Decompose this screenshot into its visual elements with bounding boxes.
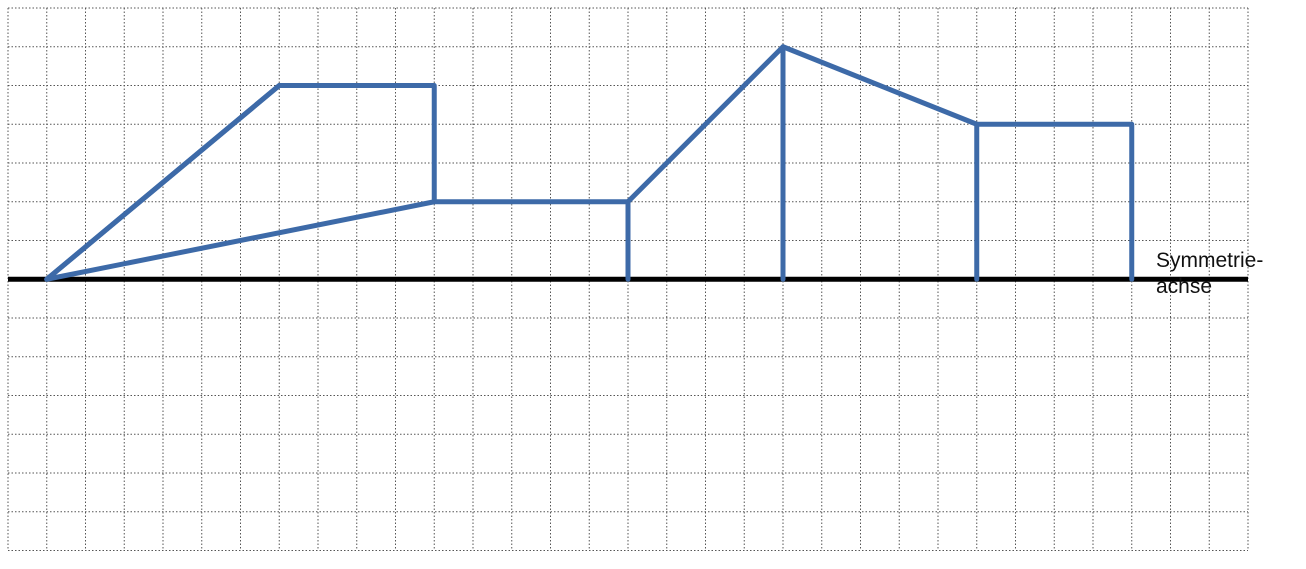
axis-label-line-1: Symmetrie-	[1156, 249, 1264, 272]
outline-segment	[974, 121, 1135, 282]
figure-outline	[44, 44, 1135, 282]
symmetry-axis-label: Symmetrie- achse	[1156, 248, 1263, 300]
axis-label-line-2: achse	[1156, 275, 1213, 298]
outline-segment	[44, 83, 282, 282]
